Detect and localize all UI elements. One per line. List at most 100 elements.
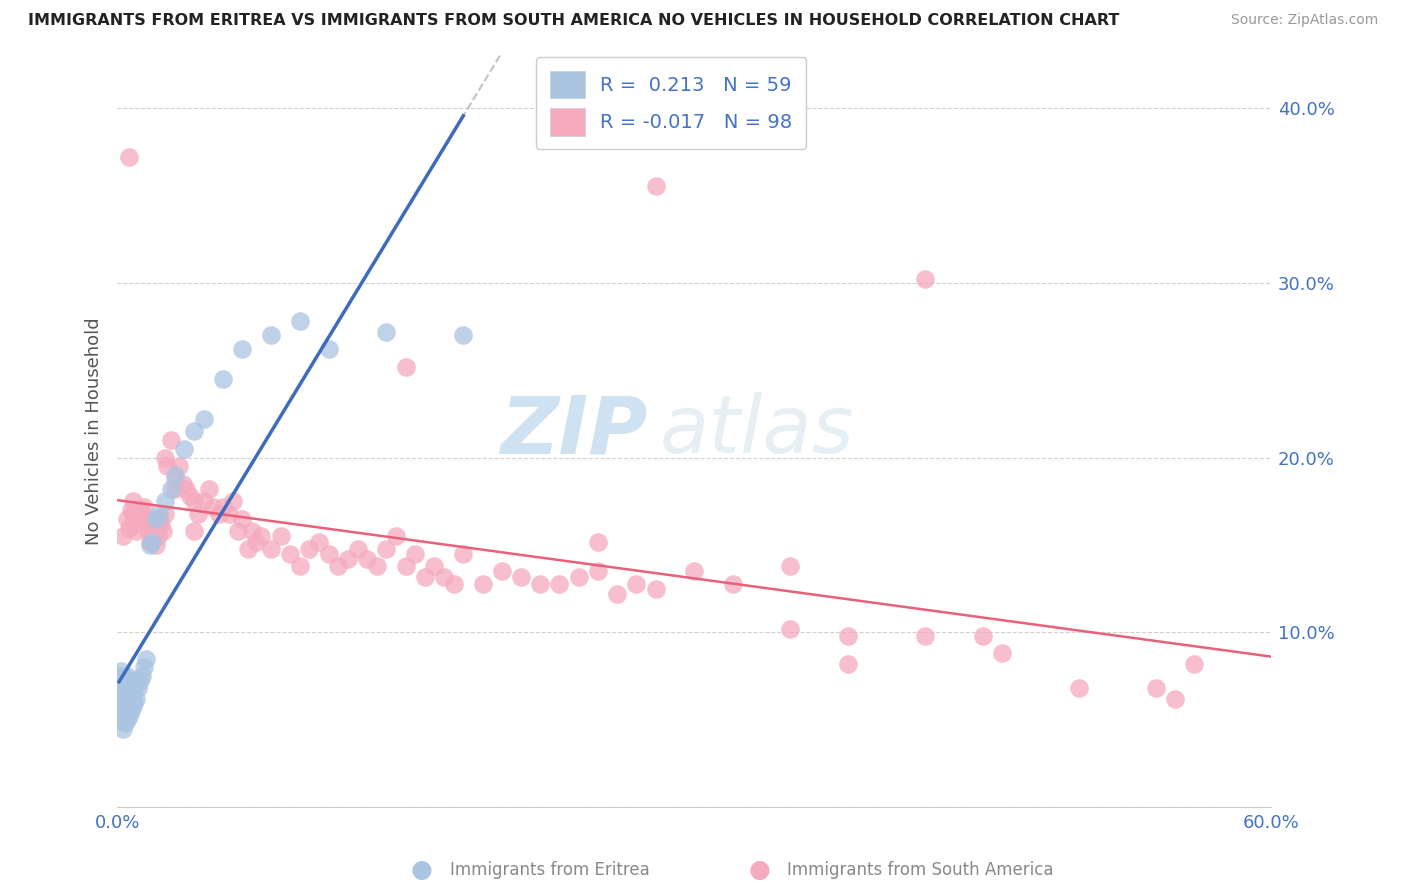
Point (118, 150, 141, 164)
Point (115, 681, 138, 696)
Point (548, 576, 571, 591)
Point (108, 669, 131, 683)
Text: ●: ● (748, 858, 770, 881)
Point (111, 696, 134, 710)
Point (110, 687, 132, 701)
Point (167, 459, 190, 474)
Point (491, 564, 513, 578)
Point (779, 622, 801, 636)
Point (160, 482, 183, 496)
Point (183, 524, 205, 538)
Point (124, 696, 146, 710)
Point (156, 459, 179, 474)
Point (121, 494, 143, 508)
Point (231, 512, 253, 526)
Point (132, 500, 155, 514)
Point (183, 425, 205, 439)
Point (914, 272, 936, 286)
Point (375, 325, 398, 339)
Point (212, 372, 235, 386)
Point (236, 541, 259, 556)
Point (108, 681, 131, 696)
Point (404, 547, 426, 561)
Point (990, 647, 1012, 661)
Point (121, 674, 143, 689)
Point (721, 576, 744, 591)
Point (110, 713, 132, 727)
Point (110, 696, 132, 710)
Point (270, 529, 292, 543)
Point (218, 507, 240, 521)
Point (193, 494, 215, 508)
Point (443, 576, 465, 591)
Point (120, 692, 142, 706)
Point (118, 674, 141, 689)
Point (179, 489, 201, 503)
Point (148, 507, 170, 521)
Point (129, 503, 152, 517)
Point (837, 657, 859, 671)
Text: ●: ● (411, 858, 433, 881)
Point (121, 507, 143, 521)
Point (394, 559, 416, 574)
Point (586, 534, 609, 549)
Point (1182, 657, 1205, 671)
Point (111, 722, 134, 736)
Point (626, 576, 648, 591)
Point (245, 534, 267, 549)
Point (453, 547, 475, 561)
Point (132, 660, 155, 674)
Point (115, 692, 138, 706)
Point (212, 500, 235, 514)
Point (121, 687, 143, 701)
Point (568, 569, 591, 583)
Point (160, 433, 183, 447)
Point (114, 681, 136, 696)
Point (141, 534, 163, 549)
Point (120, 503, 142, 517)
Point (139, 534, 162, 549)
Point (135, 516, 157, 531)
Point (115, 669, 138, 683)
Point (142, 516, 165, 531)
Point (375, 541, 398, 556)
Point (124, 516, 146, 531)
Point (471, 576, 494, 591)
Point (155, 450, 177, 465)
Point (193, 412, 215, 426)
Point (231, 342, 253, 356)
Point (346, 541, 368, 556)
Legend: R =  0.213   N = 59, R = -0.017   N = 98: R = 0.213 N = 59, R = -0.017 N = 98 (536, 57, 806, 149)
Point (150, 516, 173, 531)
Point (176, 482, 198, 496)
Point (385, 529, 408, 543)
Point (683, 564, 706, 578)
Point (110, 678, 132, 692)
Point (914, 629, 936, 643)
Point (586, 564, 609, 578)
Point (163, 468, 186, 483)
Text: Source: ZipAtlas.com: Source: ZipAtlas.com (1230, 13, 1378, 28)
Point (131, 669, 153, 683)
Point (125, 524, 148, 538)
Point (202, 500, 225, 514)
Point (529, 576, 551, 591)
Point (135, 516, 157, 531)
Point (187, 507, 209, 521)
Point (356, 552, 378, 566)
Point (125, 674, 148, 689)
Text: Immigrants from South America: Immigrants from South America (787, 861, 1054, 879)
Point (111, 687, 134, 701)
Point (115, 713, 138, 727)
Text: ZIP: ZIP (501, 392, 648, 470)
Point (120, 678, 142, 692)
Point (413, 569, 436, 583)
Point (336, 552, 359, 566)
Point (433, 569, 456, 583)
Point (118, 698, 141, 713)
Point (114, 716, 136, 731)
Point (394, 359, 416, 374)
Text: IMMIGRANTS FROM ERITREA VS IMMIGRANTS FROM SOUTH AMERICA NO VEHICLES IN HOUSEHOL: IMMIGRANTS FROM ERITREA VS IMMIGRANTS FR… (28, 13, 1119, 29)
Point (221, 494, 243, 508)
Point (163, 482, 186, 496)
